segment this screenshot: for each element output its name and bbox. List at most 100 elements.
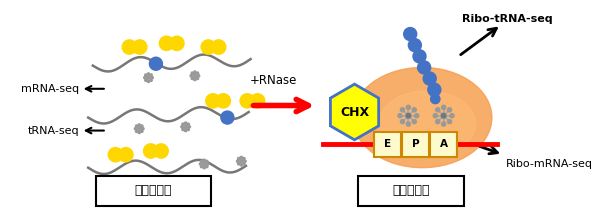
Circle shape	[201, 40, 215, 54]
Circle shape	[200, 160, 203, 162]
Circle shape	[436, 108, 440, 112]
Circle shape	[196, 77, 199, 80]
Circle shape	[119, 148, 133, 162]
Circle shape	[181, 126, 183, 128]
FancyBboxPatch shape	[374, 132, 401, 157]
Circle shape	[418, 61, 431, 74]
Circle shape	[197, 75, 200, 77]
Circle shape	[406, 113, 410, 118]
Circle shape	[398, 114, 402, 118]
Circle shape	[433, 114, 437, 118]
Circle shape	[236, 160, 239, 162]
Circle shape	[400, 108, 404, 112]
Circle shape	[448, 120, 452, 124]
Circle shape	[206, 94, 220, 108]
Circle shape	[404, 28, 417, 41]
Circle shape	[151, 77, 154, 79]
Circle shape	[412, 108, 416, 112]
Circle shape	[185, 122, 187, 124]
Circle shape	[431, 94, 440, 104]
Circle shape	[154, 144, 168, 158]
Circle shape	[160, 36, 173, 50]
Circle shape	[207, 163, 209, 165]
Circle shape	[143, 77, 146, 79]
Circle shape	[194, 71, 196, 73]
Circle shape	[423, 72, 436, 85]
Circle shape	[203, 159, 205, 161]
Circle shape	[406, 105, 410, 109]
Circle shape	[149, 57, 163, 70]
Circle shape	[221, 111, 234, 124]
Circle shape	[188, 126, 190, 128]
Circle shape	[136, 130, 138, 132]
Text: Ribo-tRNA-seq: Ribo-tRNA-seq	[461, 14, 552, 24]
Circle shape	[187, 128, 190, 131]
Circle shape	[206, 166, 208, 168]
Circle shape	[240, 164, 242, 166]
Circle shape	[203, 167, 205, 169]
Polygon shape	[331, 84, 379, 140]
Circle shape	[428, 83, 441, 96]
Circle shape	[436, 120, 440, 124]
Circle shape	[150, 74, 152, 76]
FancyBboxPatch shape	[402, 132, 429, 157]
Circle shape	[212, 40, 226, 54]
Circle shape	[145, 79, 147, 81]
Circle shape	[240, 156, 242, 159]
Circle shape	[412, 120, 416, 124]
Circle shape	[136, 125, 138, 127]
Circle shape	[170, 36, 184, 50]
Circle shape	[409, 39, 421, 52]
Circle shape	[415, 114, 419, 118]
Circle shape	[145, 74, 147, 76]
Text: mRNA-seq: mRNA-seq	[21, 84, 79, 94]
Circle shape	[206, 160, 208, 162]
Circle shape	[187, 123, 190, 125]
Text: 酵母抜出液: 酵母抜出液	[134, 184, 172, 197]
Circle shape	[182, 128, 184, 131]
Text: P: P	[412, 140, 419, 149]
FancyBboxPatch shape	[358, 176, 464, 206]
Circle shape	[450, 114, 454, 118]
Text: tRNA-seq: tRNA-seq	[27, 126, 79, 136]
Circle shape	[150, 79, 152, 81]
Text: モノソーム: モノソーム	[392, 184, 430, 197]
Ellipse shape	[353, 67, 492, 168]
Circle shape	[250, 94, 265, 108]
Circle shape	[238, 163, 240, 165]
Circle shape	[243, 163, 245, 165]
Circle shape	[442, 122, 446, 126]
Circle shape	[194, 78, 196, 81]
Circle shape	[400, 120, 404, 124]
Text: +RNase: +RNase	[250, 74, 298, 87]
Circle shape	[442, 113, 446, 118]
Circle shape	[199, 163, 202, 165]
FancyBboxPatch shape	[95, 176, 211, 206]
Circle shape	[240, 94, 254, 108]
Circle shape	[196, 72, 199, 74]
Circle shape	[244, 160, 246, 162]
Circle shape	[243, 157, 245, 160]
Circle shape	[133, 40, 147, 54]
Circle shape	[448, 108, 452, 112]
Text: Ribo-mRNA-seq: Ribo-mRNA-seq	[506, 159, 593, 169]
Circle shape	[141, 130, 143, 132]
Circle shape	[182, 123, 184, 125]
Circle shape	[200, 166, 203, 168]
Circle shape	[148, 73, 149, 75]
Circle shape	[138, 124, 140, 126]
Circle shape	[413, 50, 426, 63]
Circle shape	[109, 148, 122, 162]
Circle shape	[191, 72, 193, 74]
Circle shape	[134, 128, 137, 130]
Circle shape	[406, 122, 410, 126]
Circle shape	[148, 80, 149, 82]
Text: CHX: CHX	[340, 106, 369, 118]
Circle shape	[216, 94, 230, 108]
FancyBboxPatch shape	[430, 132, 457, 157]
Circle shape	[143, 144, 158, 158]
Circle shape	[238, 157, 240, 160]
Circle shape	[138, 131, 140, 134]
Ellipse shape	[378, 91, 476, 157]
Circle shape	[185, 129, 187, 132]
